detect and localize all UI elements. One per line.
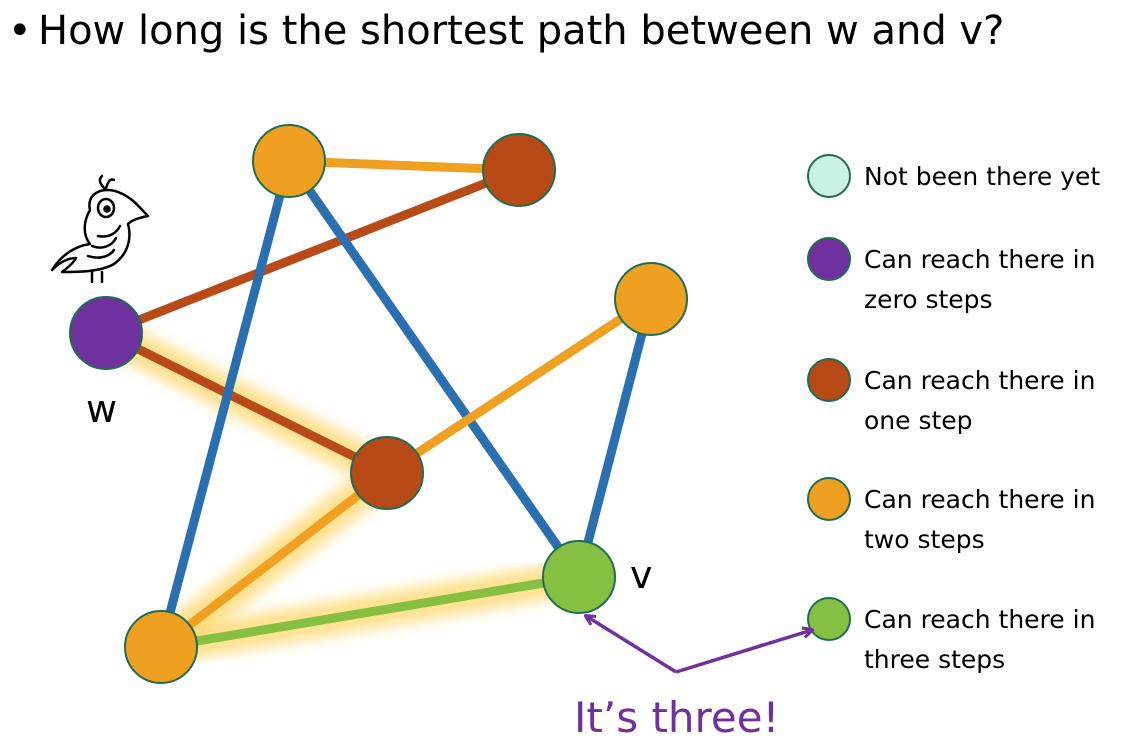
edge-middle-bottom-left — [158, 469, 390, 651]
legend-swatch-three — [807, 597, 851, 641]
node-top-left — [252, 124, 326, 198]
title-bullet: • — [8, 8, 32, 54]
title-text: How long is the shortest path between w … — [38, 8, 1004, 54]
legend-label-two: Can reach there in — [864, 485, 1095, 514]
legend-label-two: two steps — [864, 525, 985, 554]
node-label-w: w — [86, 387, 117, 431]
legend-swatch-one — [807, 358, 851, 402]
edge-w-middle — [103, 328, 390, 478]
legend-label-one: one step — [864, 406, 973, 435]
legend-label-three: Can reach there in — [864, 605, 1095, 634]
node-bottom-left — [124, 610, 198, 684]
node-right — [614, 262, 688, 336]
legend-label-zero: zero steps — [864, 285, 993, 314]
edge-middle-right — [384, 295, 654, 477]
arrow-to-v — [586, 616, 677, 674]
legend-label-not-visited: Not been there yet — [864, 162, 1100, 191]
edge-bottom-left-v — [160, 572, 580, 652]
edge-top-left-top-right — [288, 156, 520, 175]
legend: Not been there yet Can reach there in zero… — [807, 154, 1100, 674]
legend-label-zero: Can reach there in — [864, 245, 1095, 274]
graph-edges — [103, 156, 656, 652]
legend-label-three: three steps — [864, 645, 1005, 674]
graph-nodes — [69, 124, 688, 684]
bird-icon — [50, 174, 150, 284]
legend-swatch-zero — [807, 237, 851, 281]
answer-text: It’s three! — [574, 693, 779, 742]
legend-item-zero: Can reach there in zero steps — [807, 237, 1095, 314]
edge-top-left-bottom-left — [156, 159, 294, 649]
legend-swatch-two — [807, 477, 851, 521]
edge-w-top-right — [104, 165, 521, 338]
legend-item-three: Can reach there in three steps — [807, 597, 1095, 674]
legend-label-one: Can reach there in — [864, 366, 1095, 395]
edge-right-v — [574, 297, 656, 579]
arrow-to-legend — [675, 630, 812, 674]
page-title: • How long is the shortest path between … — [8, 8, 1004, 54]
node-top-right — [482, 133, 556, 207]
node-middle — [350, 436, 424, 510]
legend-item-one: Can reach there in one step — [807, 358, 1095, 435]
node-w — [69, 296, 143, 370]
node-v — [542, 540, 616, 614]
node-label-v: v — [630, 553, 653, 597]
edge-top-left-v — [285, 158, 583, 580]
legend-item-two: Can reach there in two steps — [807, 477, 1095, 554]
legend-item-not-visited: Not been there yet — [807, 154, 1100, 198]
legend-swatch-not-visited — [807, 154, 851, 198]
answer-arrows — [586, 616, 812, 674]
